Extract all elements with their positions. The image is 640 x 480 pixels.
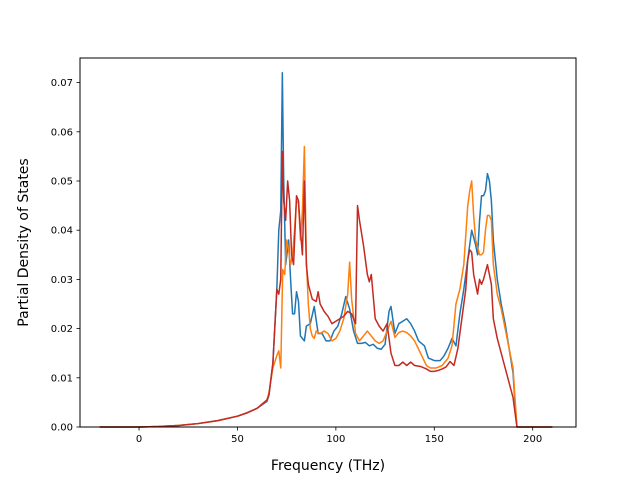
series-line-1 (99, 72, 553, 428)
y-tick-label: 0.01 (51, 373, 73, 384)
ticks-layer: 0 50 100 150 200 0.00 0.01 0.02 0.03 0.04 0.05 0.06… (51, 78, 543, 445)
y-tick-label: 0.02 (51, 324, 73, 335)
x-axis-label: Frequency (THz) (271, 458, 385, 474)
x-tick-label: 50 (231, 434, 244, 445)
y-tick-label: 0.00 (51, 423, 73, 434)
y-tick-label: 0.03 (51, 275, 73, 286)
y-tick-label: 0.06 (51, 127, 73, 138)
x-tick-label: 0 (136, 434, 142, 445)
x-tick-label: 100 (326, 434, 345, 445)
series-line-3 (99, 150, 553, 428)
y-tick-label: 0.04 (51, 226, 73, 237)
x-tick-label: 200 (523, 434, 542, 445)
series-layer (99, 72, 553, 428)
y-tick-label: 0.07 (51, 78, 73, 89)
series-line-2 (99, 145, 553, 428)
y-tick-label: 0.05 (51, 177, 73, 188)
plot-frame (79, 57, 577, 428)
x-tick-label: 150 (425, 434, 444, 445)
y-axis-label: Partial Density of States (16, 158, 32, 326)
